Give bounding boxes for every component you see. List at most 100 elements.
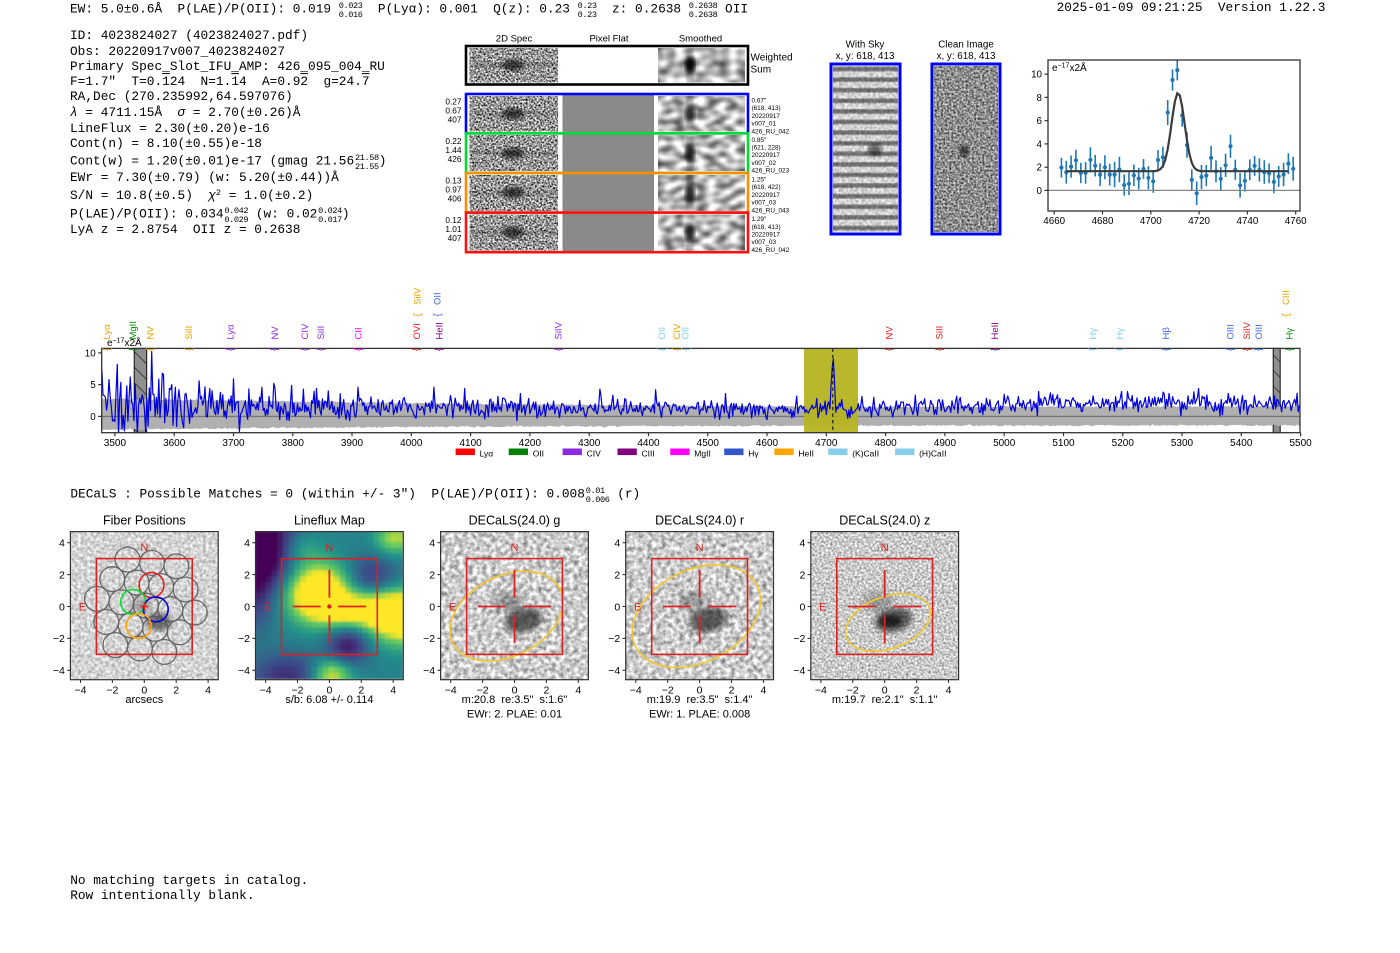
svg-text:{: { <box>128 347 139 351</box>
svg-text:−4: −4 <box>260 685 272 697</box>
svg-text:{: { <box>225 347 236 351</box>
svg-text:4: 4 <box>1037 139 1043 150</box>
svg-text:20220917: 20220917 <box>752 113 781 120</box>
svg-text:407: 407 <box>448 233 462 243</box>
svg-text:3800: 3800 <box>282 438 305 449</box>
svg-text:x, y: 618, 413: x, y: 618, 413 <box>937 51 996 62</box>
svg-text:3900: 3900 <box>341 438 364 449</box>
svg-text:−4: −4 <box>815 685 827 697</box>
svg-text:5200: 5200 <box>1112 438 1135 449</box>
svg-text:NV: NV <box>884 326 895 340</box>
svg-text:DECaLS(24.0) z: DECaLS(24.0) z <box>839 514 930 528</box>
svg-text:N: N <box>325 542 333 554</box>
svg-text:4600: 4600 <box>756 438 779 449</box>
svg-text:426_RU_042: 426_RU_042 <box>752 128 790 135</box>
svg-text:426_RU_042: 426_RU_042 <box>752 247 790 254</box>
svg-text:0.27: 0.27 <box>445 97 462 107</box>
svg-text:N: N <box>881 542 889 554</box>
svg-text:2: 2 <box>429 569 435 581</box>
svg-text:1.44: 1.44 <box>445 145 462 155</box>
svg-text:4660: 4660 <box>1043 216 1065 227</box>
svg-text:CIV: CIV <box>672 323 683 340</box>
svg-text:−2: −2 <box>423 633 435 645</box>
svg-text:m:19.9 re:3.5" s:1.4": m:19.9 re:3.5" s:1.4" <box>647 694 753 706</box>
svg-text:1.29": 1.29" <box>752 216 767 223</box>
svg-text:Hγ: Hγ <box>1285 328 1296 340</box>
svg-text:{: { <box>680 347 691 351</box>
svg-text:m:20.8 re:3.5" s:1.6": m:20.8 re:3.5" s:1.6" <box>462 694 568 706</box>
svg-text:4: 4 <box>760 685 766 697</box>
svg-text:4: 4 <box>614 538 620 550</box>
svg-text:2: 2 <box>173 685 179 697</box>
svg-text:{: { <box>990 347 1001 351</box>
svg-text:OIII: OIII <box>1226 324 1237 339</box>
svg-text:426_RU_023: 426_RU_023 <box>752 168 790 175</box>
svg-text:SiII: SiII <box>316 326 327 340</box>
svg-text:Hγ: Hγ <box>1115 328 1126 340</box>
svg-text:4200: 4200 <box>519 438 542 449</box>
svg-text:{: { <box>270 347 281 351</box>
svg-text:{: { <box>434 347 445 351</box>
svg-text:arcsecs: arcsecs <box>125 694 163 706</box>
svg-text:−2: −2 <box>477 685 489 697</box>
svg-text:x, y: 618, 413: x, y: 618, 413 <box>836 51 895 62</box>
svg-text:−2: −2 <box>106 685 118 697</box>
svg-text:−4: −4 <box>630 685 642 697</box>
svg-text:v007_01: v007_01 <box>752 121 777 128</box>
svg-text:CIII: CIII <box>642 448 655 458</box>
svg-text:N: N <box>511 542 519 554</box>
svg-text:0: 0 <box>614 601 620 613</box>
svg-text:407: 407 <box>448 115 462 125</box>
svg-text:{: { <box>657 347 668 351</box>
svg-text:10: 10 <box>85 348 96 359</box>
svg-text:SiIV: SiIV <box>554 321 565 339</box>
svg-text:0: 0 <box>59 601 65 613</box>
svg-text:E: E <box>634 601 641 613</box>
svg-text:5300: 5300 <box>1171 438 1194 449</box>
svg-text:−2: −2 <box>847 685 859 697</box>
svg-text:{: { <box>354 347 365 351</box>
svg-text:DECaLS(24.0) r: DECaLS(24.0) r <box>655 514 744 528</box>
svg-text:SiII: SiII <box>935 326 946 340</box>
svg-text:2D Spec: 2D Spec <box>496 34 533 45</box>
svg-text:0: 0 <box>141 685 147 697</box>
svg-text:−4: −4 <box>445 685 457 697</box>
svg-text:Sum: Sum <box>751 65 772 76</box>
svg-text:CIII: CIII <box>1281 290 1292 305</box>
svg-text:{: { <box>316 347 327 351</box>
svg-text:2: 2 <box>358 685 364 697</box>
svg-text:{: { <box>412 313 423 317</box>
svg-text:4720: 4720 <box>1188 216 1210 227</box>
svg-text:{: { <box>1115 347 1126 351</box>
svg-text:0: 0 <box>799 601 805 613</box>
svg-text:3600: 3600 <box>163 438 186 449</box>
svg-text:MgII: MgII <box>128 321 139 339</box>
svg-text:4680: 4680 <box>1092 216 1114 227</box>
svg-text:{: { <box>1225 347 1236 351</box>
svg-text:EWr: 1. PLAE: 0.008: EWr: 1. PLAE: 0.008 <box>649 709 750 721</box>
svg-text:s/b: 6.08 +/- 0.114: s/b: 6.08 +/- 0.114 <box>285 694 373 706</box>
svg-text:0: 0 <box>244 601 250 613</box>
svg-text:4740: 4740 <box>1237 216 1259 227</box>
svg-text:−4: −4 <box>608 665 620 677</box>
svg-text:0: 0 <box>90 412 96 423</box>
svg-text:4700: 4700 <box>1140 216 1162 227</box>
svg-text:4000: 4000 <box>400 438 423 449</box>
svg-text:0: 0 <box>429 601 435 613</box>
svg-text:0.12: 0.12 <box>445 215 462 225</box>
svg-text:{: { <box>184 347 195 351</box>
svg-text:5400: 5400 <box>1230 438 1253 449</box>
svg-text:(621, 228): (621, 228) <box>752 145 781 152</box>
svg-text:{: { <box>1254 347 1265 351</box>
svg-text:20220917: 20220917 <box>752 152 781 159</box>
svg-text:{: { <box>102 347 113 351</box>
svg-text:−4: −4 <box>53 665 65 677</box>
svg-text:{: { <box>1281 313 1292 317</box>
svg-text:v007_02: v007_02 <box>752 160 777 167</box>
svg-text:4: 4 <box>59 538 65 550</box>
svg-text:Smoothed: Smoothed <box>679 34 722 45</box>
svg-text:0.97: 0.97 <box>445 185 462 195</box>
svg-text:{: { <box>300 347 311 351</box>
svg-text:{: { <box>934 347 945 351</box>
svg-text:e−17x2Å: e−17x2Å <box>1052 61 1087 74</box>
